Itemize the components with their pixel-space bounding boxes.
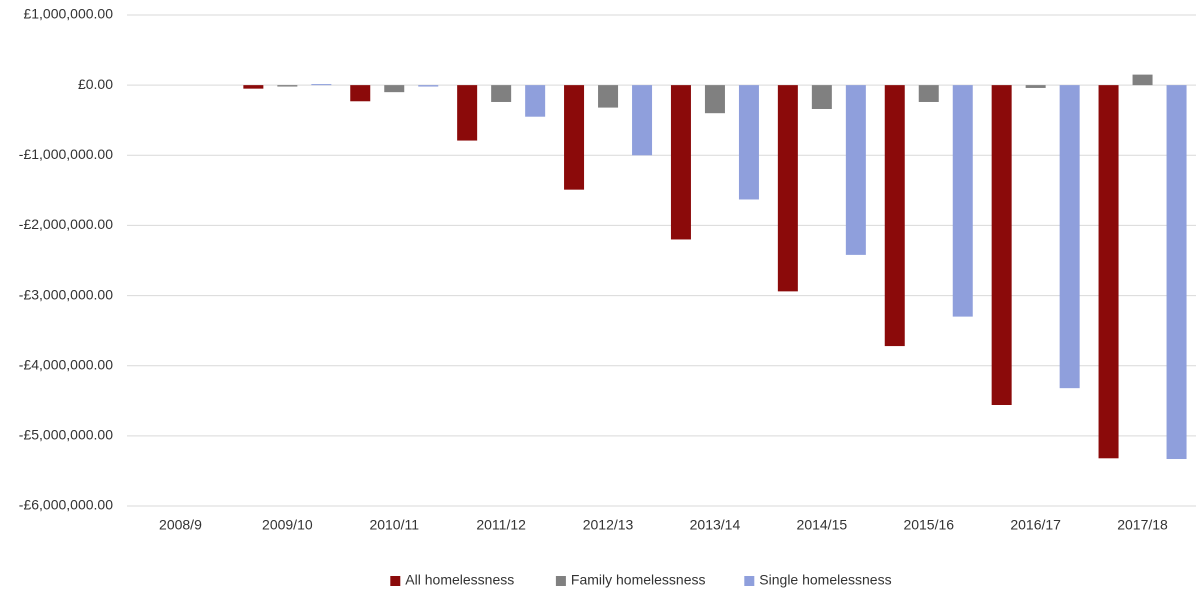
legend-label: Single homelessness xyxy=(759,572,891,588)
bar xyxy=(564,85,585,190)
x-tick-label: 2016/17 xyxy=(1010,517,1061,533)
bar xyxy=(1166,85,1187,460)
bar xyxy=(350,85,371,102)
x-tick-label: 2014/15 xyxy=(797,517,848,533)
x-tick-label: 2013/14 xyxy=(690,517,741,533)
y-tick-label: -£5,000,000.00 xyxy=(19,427,113,443)
y-tick-label: £1,000,000.00 xyxy=(23,6,113,22)
legend-swatch xyxy=(390,576,401,586)
bar xyxy=(1132,74,1153,86)
legend-swatch xyxy=(555,576,566,586)
bar xyxy=(704,85,725,114)
bar xyxy=(811,85,832,109)
bar xyxy=(884,85,905,347)
y-tick-label: -£2,000,000.00 xyxy=(19,216,113,232)
x-tick-label: 2017/18 xyxy=(1117,517,1168,533)
bar xyxy=(918,85,939,102)
legend-label: All homelessness xyxy=(405,572,514,588)
y-tick-label: -£6,000,000.00 xyxy=(19,497,113,513)
bar xyxy=(1025,85,1046,88)
bar xyxy=(598,85,619,108)
bar xyxy=(311,84,332,86)
y-tick-label: £0.00 xyxy=(78,76,113,92)
legend-swatch xyxy=(744,576,755,586)
bar xyxy=(845,85,866,255)
x-tick-label: 2015/16 xyxy=(903,517,954,533)
x-tick-label: 2008/9 xyxy=(159,517,202,533)
bar xyxy=(632,85,653,156)
y-tick-label: -£1,000,000.00 xyxy=(19,146,113,162)
bar xyxy=(525,85,546,117)
bar xyxy=(384,85,405,93)
x-tick-label: 2011/12 xyxy=(476,517,526,533)
bar xyxy=(991,85,1012,405)
x-tick-label: 2012/13 xyxy=(583,517,634,533)
bar xyxy=(1059,85,1080,389)
legend-label: Family homelessness xyxy=(571,572,706,588)
bar xyxy=(457,85,478,141)
bar xyxy=(418,85,439,87)
bar xyxy=(243,85,264,89)
bar xyxy=(738,85,759,200)
bar xyxy=(777,85,798,292)
bar xyxy=(952,85,973,317)
bar xyxy=(277,85,298,87)
y-tick-label: -£4,000,000.00 xyxy=(19,356,113,372)
bar xyxy=(491,85,512,102)
y-tick-label: -£3,000,000.00 xyxy=(19,286,113,302)
bar xyxy=(670,85,691,240)
bar xyxy=(1098,85,1119,459)
x-tick-label: 2009/10 xyxy=(262,517,313,533)
x-tick-label: 2010/11 xyxy=(369,517,419,533)
